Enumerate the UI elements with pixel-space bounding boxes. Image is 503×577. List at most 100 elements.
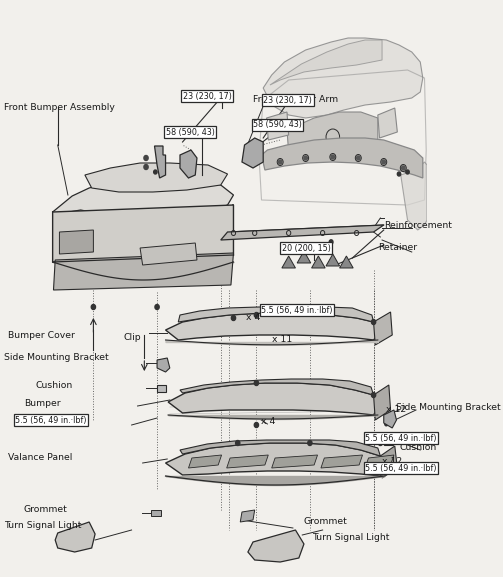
Polygon shape	[297, 251, 311, 263]
Circle shape	[249, 155, 253, 159]
Polygon shape	[227, 455, 268, 468]
Text: Cushion: Cushion	[399, 444, 436, 452]
Polygon shape	[180, 150, 197, 178]
Polygon shape	[287, 112, 378, 158]
Polygon shape	[272, 455, 317, 468]
Polygon shape	[53, 178, 233, 215]
Polygon shape	[55, 522, 95, 552]
Polygon shape	[178, 307, 374, 322]
Circle shape	[279, 160, 282, 164]
Circle shape	[371, 320, 376, 324]
Circle shape	[401, 166, 405, 170]
Polygon shape	[168, 383, 378, 415]
Text: 23 (230, 17): 23 (230, 17)	[183, 92, 231, 100]
Polygon shape	[151, 510, 161, 516]
Circle shape	[331, 155, 334, 159]
Polygon shape	[374, 385, 390, 420]
Circle shape	[287, 246, 291, 250]
Polygon shape	[326, 254, 340, 266]
Circle shape	[184, 155, 187, 159]
Text: Front Bumper Assembly: Front Bumper Assembly	[4, 103, 115, 113]
Circle shape	[157, 150, 160, 154]
Circle shape	[154, 170, 157, 174]
Circle shape	[308, 440, 312, 445]
Polygon shape	[221, 225, 384, 240]
Text: Turn Signal Light: Turn Signal Light	[4, 520, 81, 530]
Circle shape	[371, 392, 376, 398]
Text: 23 (230, 17): 23 (230, 17)	[263, 96, 312, 104]
Polygon shape	[242, 138, 263, 168]
Circle shape	[184, 165, 187, 169]
Polygon shape	[180, 379, 374, 395]
Polygon shape	[85, 163, 227, 192]
Text: 5.5 (56, 49 in.·lbf): 5.5 (56, 49 in.·lbf)	[15, 415, 87, 425]
Polygon shape	[384, 410, 396, 428]
Text: x 11: x 11	[272, 335, 292, 344]
Text: Valance Panel: Valance Panel	[9, 454, 73, 463]
Text: Cushion: Cushion	[36, 380, 73, 389]
Circle shape	[144, 164, 148, 170]
Text: Side Mounting Bracket: Side Mounting Bracket	[4, 354, 109, 362]
Polygon shape	[157, 385, 166, 392]
Polygon shape	[165, 313, 378, 340]
Circle shape	[397, 172, 401, 176]
Text: x 4: x 4	[262, 418, 276, 426]
Circle shape	[249, 146, 253, 150]
Text: 5.5 (56, 49 in.·lbf): 5.5 (56, 49 in.·lbf)	[262, 305, 333, 314]
Text: x 12: x 12	[386, 406, 406, 414]
Text: 20 (200, 15): 20 (200, 15)	[282, 243, 331, 253]
Polygon shape	[378, 108, 397, 138]
Polygon shape	[311, 256, 325, 268]
Circle shape	[385, 415, 388, 419]
Text: Reinforcement: Reinforcement	[385, 220, 453, 230]
Polygon shape	[263, 38, 423, 118]
Circle shape	[385, 422, 388, 426]
Polygon shape	[240, 510, 255, 522]
Text: Retainer: Retainer	[378, 243, 417, 253]
Text: 5.5 (56, 49 in.·lbf): 5.5 (56, 49 in.·lbf)	[365, 433, 437, 443]
Text: Turn Signal Light: Turn Signal Light	[312, 534, 390, 542]
Polygon shape	[267, 112, 289, 140]
Polygon shape	[180, 440, 380, 456]
Text: Bumper: Bumper	[24, 399, 60, 407]
Text: Bumper Cover: Bumper Cover	[9, 331, 75, 339]
Polygon shape	[270, 40, 382, 85]
Text: x 12: x 12	[382, 458, 402, 466]
Polygon shape	[282, 256, 295, 268]
Text: Front Bumper Arm: Front Bumper Arm	[253, 96, 338, 104]
Circle shape	[255, 313, 259, 317]
Circle shape	[255, 151, 258, 155]
Circle shape	[157, 160, 160, 164]
Circle shape	[378, 440, 382, 445]
Polygon shape	[248, 530, 304, 562]
Polygon shape	[321, 455, 363, 468]
Circle shape	[158, 360, 161, 364]
Polygon shape	[262, 138, 423, 178]
Polygon shape	[53, 205, 233, 262]
Text: 5.5 (56, 49 in.·lbf): 5.5 (56, 49 in.·lbf)	[365, 463, 437, 473]
Polygon shape	[365, 455, 394, 468]
Text: Grommet: Grommet	[304, 518, 348, 526]
Polygon shape	[157, 358, 170, 372]
Circle shape	[304, 156, 307, 160]
Polygon shape	[59, 230, 94, 254]
Circle shape	[155, 305, 159, 309]
Circle shape	[357, 156, 360, 160]
Circle shape	[406, 170, 409, 174]
Circle shape	[255, 380, 259, 385]
Polygon shape	[140, 243, 197, 265]
Circle shape	[382, 458, 386, 463]
Circle shape	[382, 160, 385, 164]
Polygon shape	[340, 256, 353, 268]
Circle shape	[231, 316, 235, 320]
Polygon shape	[165, 443, 385, 476]
Polygon shape	[53, 253, 233, 290]
Polygon shape	[401, 162, 427, 230]
Polygon shape	[380, 446, 397, 478]
Text: 58 (590, 43): 58 (590, 43)	[165, 128, 214, 137]
Circle shape	[255, 422, 259, 428]
Polygon shape	[189, 455, 222, 468]
Text: Side Mounting Bracket: Side Mounting Bracket	[396, 403, 500, 413]
Circle shape	[235, 440, 240, 445]
Polygon shape	[154, 146, 165, 178]
